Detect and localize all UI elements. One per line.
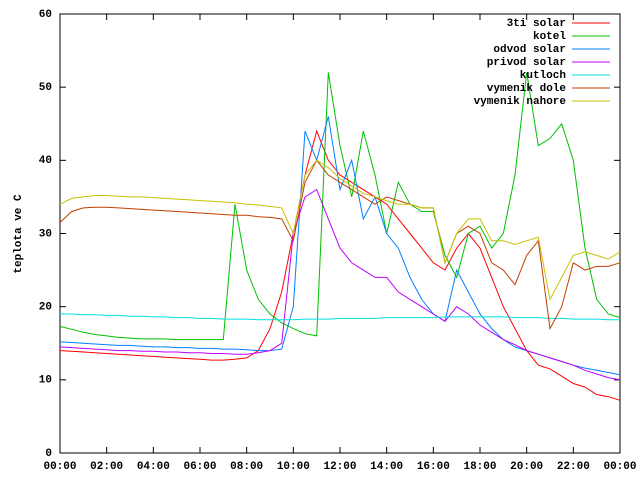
x-tick-label: 14:00 (370, 461, 403, 473)
y-axis-label: teplota ve C (13, 194, 25, 274)
series-line (59, 188, 621, 381)
legend-label: vymenik nahore (474, 96, 567, 108)
legend-label: 3ti solar (507, 18, 566, 30)
y-tick-label: 60 (39, 9, 52, 21)
series-line (59, 129, 621, 401)
x-tick-label: 04:00 (137, 461, 170, 473)
series-line (59, 116, 621, 376)
y-tick-label: 10 (39, 375, 52, 387)
x-tick-label: 02:00 (90, 461, 123, 473)
y-tick-label: 40 (39, 155, 52, 167)
legend-label: kotel (533, 31, 566, 43)
series-line (59, 72, 621, 341)
series-line (60, 313, 620, 321)
x-tick-label: 12:00 (323, 461, 356, 473)
legend-label: privod solar (487, 57, 566, 69)
legend-label: odvod solar (493, 44, 566, 56)
x-tick-label: 06:00 (183, 461, 216, 473)
x-tick-label: 16:00 (417, 461, 450, 473)
x-tick-label: 00:00 (43, 461, 76, 473)
x-tick-label: 08:00 (230, 461, 263, 473)
legend-label: vymenik dole (487, 83, 567, 95)
x-tick-label: 18:00 (463, 461, 496, 473)
x-tick-label: 20:00 (510, 461, 543, 473)
y-tick-label: 50 (39, 82, 52, 94)
x-tick-label: 22:00 (557, 461, 590, 473)
y-tick-label: 20 (39, 302, 52, 314)
series-line (59, 159, 621, 331)
y-tick-label: 0 (45, 448, 52, 460)
legend-label: kutloch (520, 70, 566, 82)
x-tick-label: 10:00 (277, 461, 310, 473)
x-tick-label: 00:00 (603, 461, 636, 473)
series-line (59, 159, 621, 301)
y-tick-label: 30 (39, 228, 52, 240)
